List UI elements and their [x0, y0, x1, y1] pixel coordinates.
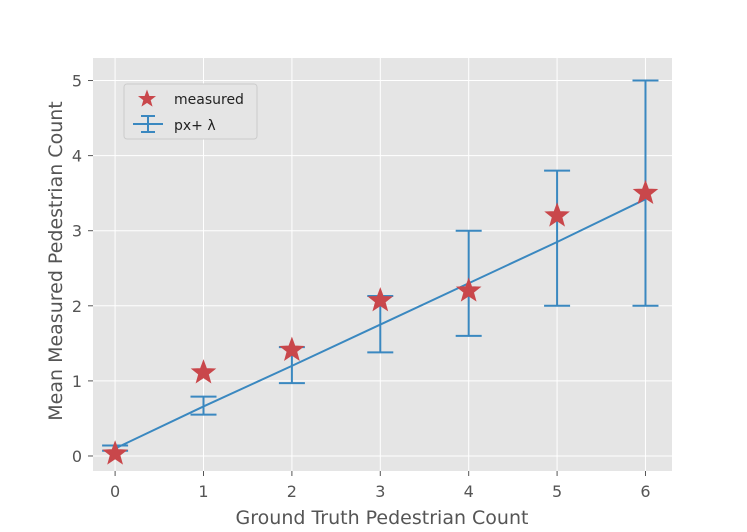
y-tick-label: 2: [72, 297, 82, 316]
y-tick-label: 3: [72, 222, 82, 241]
measured-point: [102, 440, 128, 465]
measured-series: [102, 179, 659, 465]
legend-measured-marker: [137, 89, 157, 107]
x-tick-label: 6: [640, 482, 650, 501]
legend-fit-marker: [133, 115, 163, 133]
x-axis-label: Ground Truth Pedestrian Count: [236, 507, 529, 529]
y-tick-label: 1: [72, 372, 82, 391]
legend-fit-label: px+ λ: [174, 118, 216, 134]
x-tick-label: 3: [375, 482, 385, 501]
measured-point: [455, 277, 482, 302]
legend-star-icon: [137, 89, 157, 107]
x-tick-label: 5: [552, 482, 562, 501]
measured-point: [544, 202, 570, 227]
measured-point: [190, 359, 217, 384]
y-tick-label: 4: [72, 147, 82, 166]
x-tick-label: 2: [287, 482, 297, 501]
y-tick-label: 5: [72, 72, 82, 91]
measured-point: [367, 287, 394, 312]
y-axis-label: Mean Measured Pedestrian Count: [45, 101, 67, 420]
x-tick-label: 0: [110, 482, 120, 501]
legend-box: [123, 83, 258, 140]
measured-point: [279, 336, 305, 361]
legend: measured px+ λ: [123, 83, 258, 140]
x-tick-label: 1: [198, 482, 208, 501]
legend-measured-label: measured: [174, 92, 244, 108]
x-tick-label: 4: [464, 482, 474, 501]
measured-point: [632, 179, 659, 205]
y-tick-label: 0: [72, 447, 82, 466]
tick-labels: 0 1 2 3 4 5 6 0 1 2 3 4 5: [72, 72, 651, 501]
